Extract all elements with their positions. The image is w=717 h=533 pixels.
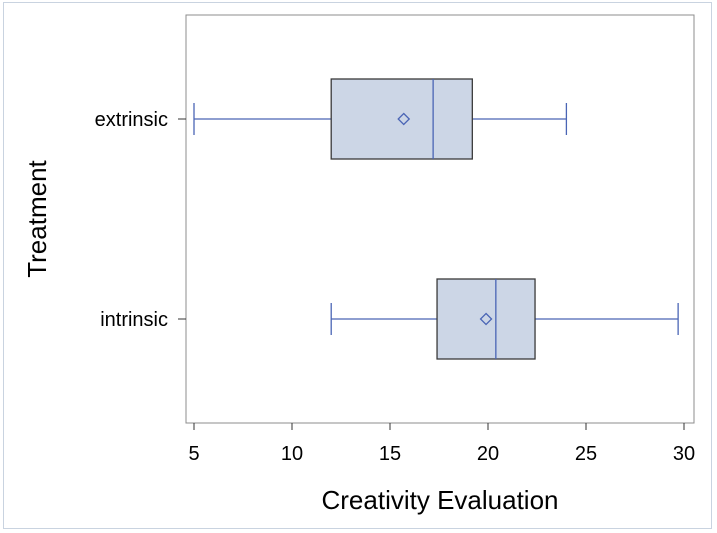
mean-marker: [397, 112, 411, 126]
x-tick-label: 5: [188, 443, 199, 465]
x-tick-label: 10: [281, 443, 303, 465]
boxes-layer: [193, 78, 679, 360]
plot-area: [185, 14, 695, 424]
boxplot-chart: 5 10 15 20 25 30 extrinsic intrinsic Creativity…: [22, 14, 695, 515]
y-tick-label: extrinsic: [95, 109, 168, 131]
x-tick-label: 15: [379, 443, 401, 465]
iqr-box: [436, 278, 536, 360]
iqr-box: [330, 78, 473, 160]
x-tick-label: 25: [575, 443, 597, 465]
mean-marker: [479, 312, 493, 326]
x-tick-label: 20: [477, 443, 499, 465]
x-axis-label: Creativity Evaluation: [322, 485, 559, 515]
chart-frame: 5 10 15 20 25 30 extrinsic intrinsic Creativity…: [3, 2, 712, 529]
axis-ticks: 5 10 15 20 25 30 extrinsic intrinsic: [95, 109, 695, 465]
y-axis-label: Treatment: [22, 159, 52, 277]
x-tick-label: 30: [673, 443, 695, 465]
y-tick-label: intrinsic: [100, 309, 168, 331]
